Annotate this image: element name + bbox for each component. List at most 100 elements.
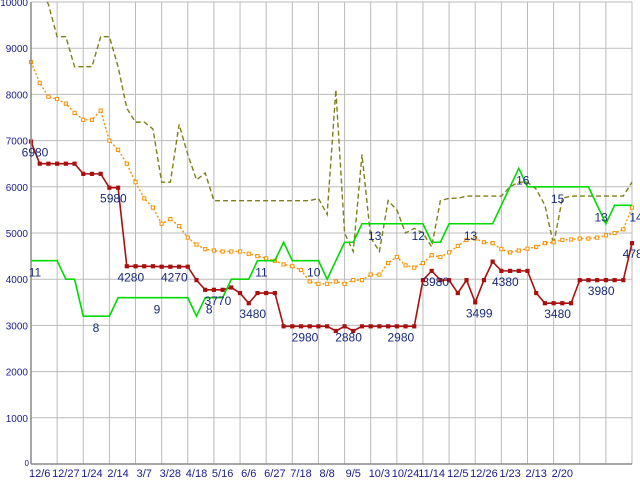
series-marker bbox=[586, 278, 591, 283]
y-axis-tick-label: 6000 bbox=[6, 183, 29, 194]
series-marker bbox=[316, 324, 321, 329]
series-marker bbox=[629, 205, 635, 210]
series-marker bbox=[55, 96, 60, 102]
series-marker bbox=[542, 301, 547, 306]
x-axis-tick-label: 6/27 bbox=[264, 468, 285, 480]
series-marker bbox=[220, 287, 225, 292]
series-marker bbox=[72, 161, 77, 166]
series-marker bbox=[116, 185, 121, 190]
y-axis-tick-label: 7000 bbox=[6, 137, 29, 148]
series-marker bbox=[629, 241, 635, 246]
green-series-value-label: 8 bbox=[93, 321, 100, 335]
red-series-value-label: 4380 bbox=[492, 275, 519, 289]
x-axis-tick-label: 9/5 bbox=[346, 468, 361, 480]
series-marker bbox=[359, 324, 365, 329]
green-series-value-label: 11 bbox=[29, 266, 42, 280]
red-series-value-label: 5980 bbox=[100, 192, 127, 206]
series-marker bbox=[46, 94, 51, 99]
red-series-value-label: 3770 bbox=[205, 294, 232, 308]
series-marker bbox=[176, 223, 182, 229]
series-marker bbox=[203, 247, 208, 252]
series-marker bbox=[46, 161, 51, 166]
x-axis-tick-label: 12/5 bbox=[447, 468, 468, 480]
x-axis-tick-label: 6/6 bbox=[241, 468, 256, 480]
series-marker bbox=[560, 301, 565, 306]
series-marker bbox=[612, 230, 617, 236]
red-series-value-label: 3480 bbox=[544, 307, 571, 321]
series-marker bbox=[438, 254, 443, 260]
red-series-value-label: 4280 bbox=[117, 270, 144, 284]
series-marker bbox=[203, 287, 208, 292]
y-axis-tick-label: 5000 bbox=[6, 229, 29, 240]
y-axis-tick-label: 4000 bbox=[6, 275, 29, 286]
y-axis-tick-label: 2000 bbox=[6, 368, 29, 379]
series-marker bbox=[316, 281, 321, 286]
series-marker bbox=[159, 264, 164, 269]
series-marker bbox=[194, 242, 199, 247]
series-marker bbox=[542, 241, 547, 246]
series-marker bbox=[264, 290, 269, 296]
series-marker bbox=[490, 241, 495, 246]
series-marker bbox=[455, 290, 460, 296]
red-series-value-label: 3980 bbox=[422, 275, 449, 289]
series-marker bbox=[403, 324, 408, 329]
x-axis-tick-label: 5/16 bbox=[212, 468, 233, 480]
series-marker bbox=[534, 290, 539, 296]
series-marker bbox=[298, 267, 304, 273]
red-series-value-label: 4780 bbox=[623, 247, 640, 261]
series-marker bbox=[595, 235, 600, 240]
green-series-value-label: 13 bbox=[368, 229, 382, 243]
series-marker bbox=[37, 161, 42, 166]
red-series-value-label: 2980 bbox=[387, 330, 414, 344]
series-marker bbox=[298, 324, 304, 329]
series-marker bbox=[194, 278, 199, 283]
x-axis-tick-label: 10/3 bbox=[369, 468, 390, 480]
series-marker bbox=[621, 278, 626, 283]
series-marker bbox=[429, 253, 434, 258]
green-series-value-label: 12 bbox=[412, 229, 426, 243]
green-series-value-label: 13 bbox=[594, 210, 608, 224]
series-marker bbox=[621, 227, 626, 232]
series-marker bbox=[255, 254, 260, 259]
x-axis-tick-labels: 12/6 12/27 1/24 2/14 3/7 3/28 4/18 5/16 6/6 6/27 7… bbox=[29, 468, 573, 480]
x-axis-tick-label: 1/23 bbox=[499, 468, 520, 480]
x-axis-tick-label: 4/18 bbox=[186, 468, 207, 480]
y-axis-zero-label: 0 bbox=[25, 459, 30, 468]
x-axis-tick-label: 12/6 bbox=[29, 468, 50, 480]
series-marker bbox=[394, 254, 399, 260]
series-marker bbox=[211, 287, 217, 292]
y-axis-tick-label: 8000 bbox=[6, 90, 29, 101]
series-marker bbox=[98, 108, 103, 113]
series-marker bbox=[412, 324, 417, 329]
series-marker bbox=[211, 248, 217, 253]
red-series-value-label: 3480 bbox=[239, 307, 266, 321]
x-axis-tick-label: 11/14 bbox=[418, 468, 445, 480]
series-marker bbox=[499, 247, 504, 252]
y-axis-tick-labels: 1000 2000 3000 4000 5000 6000 7000 8000 9000 1000… bbox=[0, 0, 29, 468]
series-marker bbox=[98, 171, 103, 176]
series-line-count-green bbox=[31, 166, 632, 319]
series-lines bbox=[28, 0, 635, 334]
series-marker bbox=[133, 264, 138, 269]
series-marker bbox=[133, 180, 138, 185]
series-marker bbox=[246, 251, 251, 256]
y-axis-tick-label: 1000 bbox=[6, 414, 29, 425]
series-marker bbox=[351, 328, 356, 334]
x-axis-tick-label: 7/18 bbox=[290, 468, 311, 480]
series-marker bbox=[159, 221, 164, 226]
series-marker bbox=[481, 278, 487, 283]
series-marker bbox=[307, 324, 312, 329]
green-series-value-label: 16 bbox=[516, 173, 530, 187]
series-marker bbox=[568, 237, 574, 242]
series-marker bbox=[403, 263, 408, 268]
series-marker bbox=[237, 290, 243, 296]
series-marker bbox=[150, 205, 156, 210]
x-axis-tick-label: 1/24 bbox=[81, 468, 102, 480]
series-marker bbox=[220, 249, 225, 254]
series-marker bbox=[342, 324, 347, 329]
series-marker bbox=[325, 281, 330, 286]
green-series-value-label: 9 bbox=[154, 303, 161, 317]
series-marker bbox=[603, 278, 608, 283]
